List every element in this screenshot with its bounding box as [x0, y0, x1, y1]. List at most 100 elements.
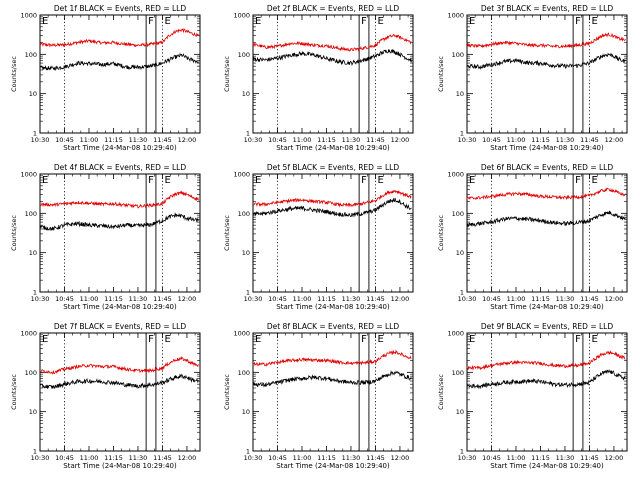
- panel-9: Det 9f BLACK = Events, RED = LLD 1 10 100 10…: [437, 322, 628, 470]
- lld-series-line: [252, 349, 412, 368]
- x-tick-label: 11:45: [366, 136, 385, 144]
- y-axis-label: Counts/sec: [10, 374, 18, 410]
- x-tick-label: 11:45: [366, 454, 385, 462]
- interval-marker-label: F: [148, 16, 154, 27]
- interval-marker-label: E: [377, 16, 383, 27]
- events-series-line: [39, 212, 199, 231]
- interval-marker-label: E: [42, 16, 48, 27]
- plot-frame: [252, 173, 414, 293]
- interval-marker-label: F: [575, 175, 581, 186]
- lld-series-line: [39, 190, 199, 209]
- interval-marker-label: E: [377, 334, 383, 345]
- x-tick-label: 11:15: [104, 136, 123, 144]
- y-tick-label: 1000: [447, 330, 464, 338]
- lld-series-line: [252, 33, 412, 52]
- x-tick-label: 10:45: [55, 454, 74, 462]
- x-tick-label: 12:00: [605, 295, 624, 303]
- x-tick-label: 11:00: [507, 454, 526, 462]
- interval-marker-label: E: [469, 334, 475, 345]
- panel-title: Det 1f BLACK = Events, RED = LLD: [54, 4, 187, 13]
- panel-title: Det 8f BLACK = Events, RED = LLD: [267, 322, 400, 331]
- x-tick-label: 12:00: [605, 136, 624, 144]
- y-tick-label: 1: [460, 289, 464, 297]
- x-tick-label: 11:45: [153, 295, 172, 303]
- interval-marker-label: F: [575, 16, 581, 27]
- x-tick-label: 10:30: [31, 136, 50, 144]
- x-tick-label: 10:30: [244, 295, 263, 303]
- y-tick-label: 1000: [20, 12, 37, 20]
- panel-5: Det 5f BLACK = Events, RED = LLD 1 10 100 10…: [223, 163, 414, 311]
- x-tick-label: 11:30: [342, 295, 361, 303]
- interval-marker-label: E: [255, 16, 261, 27]
- x-tick-label: 11:45: [580, 454, 599, 462]
- x-tick-label: 10:45: [268, 454, 287, 462]
- y-tick-label: 1000: [233, 12, 250, 20]
- panel-title: Det 7f BLACK = Events, RED = LLD: [54, 322, 187, 331]
- interval-marker-label: F: [575, 334, 581, 345]
- y-tick-label: 100: [25, 369, 37, 377]
- plot-frame: [39, 332, 201, 452]
- x-tick-label: 11:30: [129, 295, 148, 303]
- y-tick-label: 10: [242, 408, 250, 416]
- panel-6: Det 6f BLACK = Events, RED = LLD 1 10 100 10…: [437, 163, 628, 311]
- x-tick-label: 10:30: [31, 295, 50, 303]
- x-tick-label: 11:30: [129, 136, 148, 144]
- x-tick-label: 10:30: [458, 454, 477, 462]
- x-tick-label: 11:45: [153, 454, 172, 462]
- interval-marker-label: E: [42, 175, 48, 186]
- x-tick-label: 10:30: [244, 136, 263, 144]
- x-tick-label: 10:45: [55, 295, 74, 303]
- interval-marker-label: E: [591, 334, 597, 345]
- lld-series-line: [466, 187, 626, 201]
- x-tick-label: 11:15: [317, 454, 336, 462]
- x-tick-label: 10:45: [268, 295, 287, 303]
- y-tick-label: 1000: [447, 171, 464, 179]
- y-tick-label: 10: [242, 90, 250, 98]
- y-tick-label: 1: [33, 448, 37, 456]
- lld-series-line: [252, 189, 412, 208]
- y-tick-label: 10: [456, 408, 464, 416]
- x-tick-label: 11:45: [153, 136, 172, 144]
- panel-title: Det 2f BLACK = Events, RED = LLD: [267, 4, 400, 13]
- y-axis-label: Counts/sec: [223, 56, 231, 92]
- x-axis-label: Start Time (24-Mar-08 10:29:40): [63, 462, 177, 470]
- y-axis-label: Counts/sec: [10, 215, 18, 251]
- interval-marker-label: E: [591, 175, 597, 186]
- panel-7: Det 7f BLACK = Events, RED = LLD 1 10 100 10…: [10, 322, 201, 470]
- plot-frame: [39, 14, 201, 134]
- interval-marker-label: E: [164, 334, 170, 345]
- y-tick-label: 1: [460, 130, 464, 138]
- y-tick-label: 10: [456, 249, 464, 257]
- y-axis-label: Counts/sec: [437, 374, 445, 410]
- y-tick-label: 1000: [233, 171, 250, 179]
- y-tick-label: 1: [33, 130, 37, 138]
- lld-series-line: [466, 32, 626, 49]
- y-tick-label: 100: [238, 210, 250, 218]
- panel-title: Det 6f BLACK = Events, RED = LLD: [481, 163, 614, 172]
- x-tick-label: 11:15: [104, 295, 123, 303]
- x-axis-label: Start Time (24-Mar-08 10:29:40): [276, 303, 390, 311]
- x-tick-label: 11:30: [556, 454, 575, 462]
- x-tick-label: 11:15: [317, 136, 336, 144]
- x-axis-label: Start Time (24-Mar-08 10:29:40): [276, 144, 390, 152]
- events-series-line: [466, 368, 626, 390]
- events-series-line: [252, 370, 412, 388]
- x-tick-label: 10:45: [482, 295, 501, 303]
- x-tick-label: 11:45: [366, 295, 385, 303]
- y-tick-label: 1000: [20, 171, 37, 179]
- x-axis-label: Start Time (24-Mar-08 10:29:40): [490, 462, 604, 470]
- plot-frame: [466, 14, 628, 134]
- y-tick-label: 10: [29, 408, 37, 416]
- y-tick-label: 1: [33, 289, 37, 297]
- x-tick-label: 11:00: [80, 136, 99, 144]
- y-tick-label: 1: [246, 289, 250, 297]
- x-tick-label: 11:15: [104, 454, 123, 462]
- x-tick-label: 10:45: [55, 136, 74, 144]
- interval-marker-label: F: [148, 334, 154, 345]
- plot-frame: [252, 14, 414, 134]
- lld-series-line: [39, 27, 199, 48]
- x-tick-label: 10:45: [268, 136, 287, 144]
- x-tick-label: 11:30: [342, 136, 361, 144]
- y-tick-label: 100: [452, 51, 464, 59]
